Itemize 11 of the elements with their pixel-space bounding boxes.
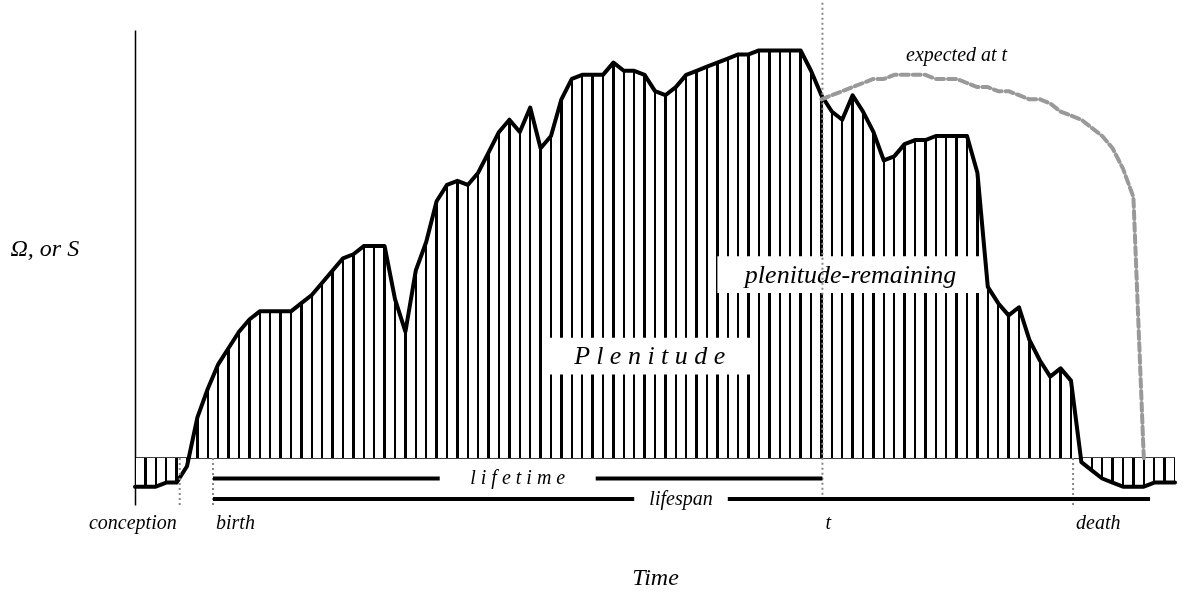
text: t — [825, 511, 832, 534]
y-axis-title: Ω, or S — [10, 234, 80, 261]
annotation: plenitude-remaining — [742, 259, 957, 289]
text: birth — [216, 511, 255, 534]
text: lifespan — [649, 486, 713, 510]
annotation: expected at t — [906, 42, 1008, 66]
annotation: l i f e t i m e — [470, 466, 566, 490]
x-axis-title: Time — [632, 563, 680, 590]
text: conception — [88, 511, 177, 535]
text: death — [1076, 511, 1121, 534]
annotation: P l e n i t u d e — [573, 341, 726, 371]
